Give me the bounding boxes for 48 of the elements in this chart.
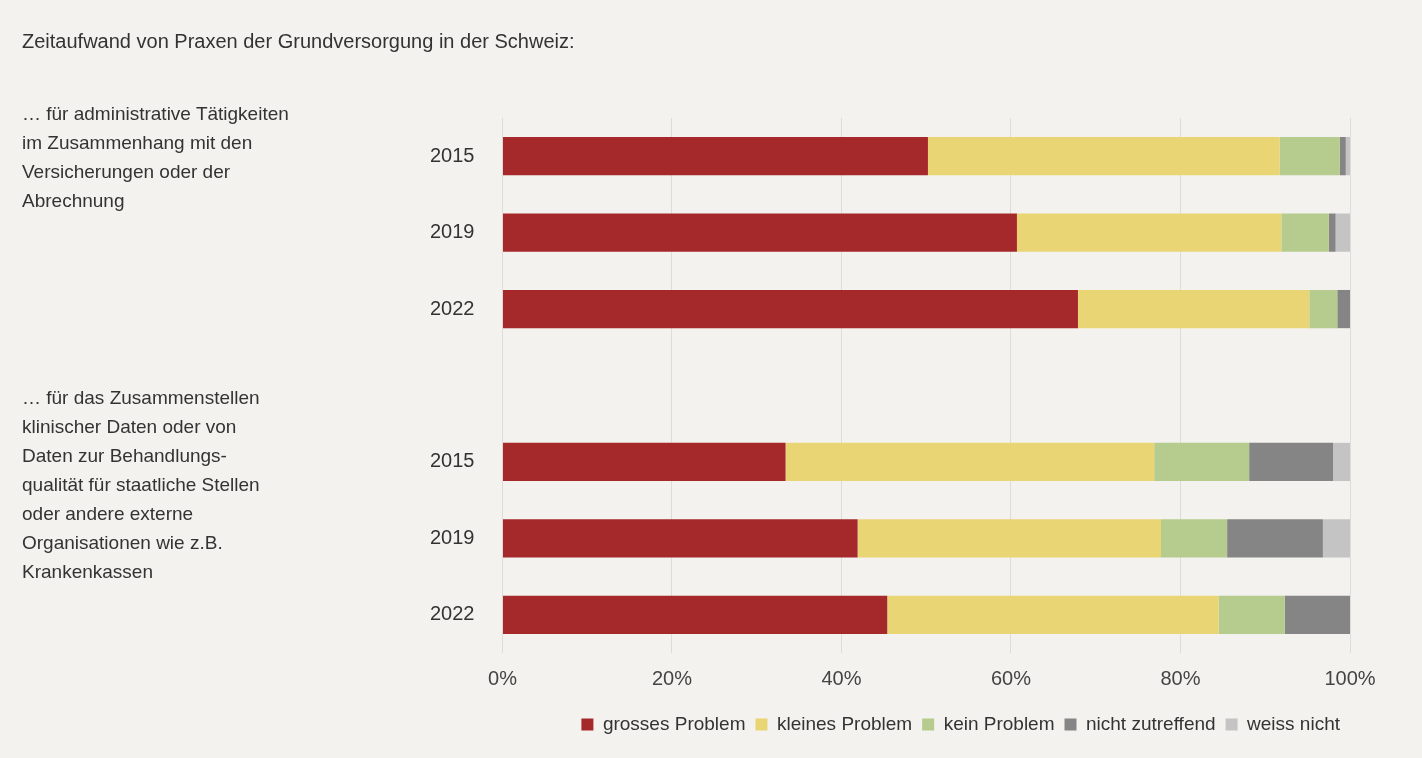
- bar: [857, 519, 1162, 558]
- bar: [1227, 519, 1323, 558]
- bar: [1322, 519, 1350, 558]
- x-tick-label: 80%: [1160, 666, 1201, 689]
- legend-label: kein Problem: [943, 712, 1055, 734]
- bar: [502, 519, 858, 558]
- legend-label: kleines Problem: [776, 712, 913, 734]
- text: Zeitaufwand von Praxen der Grundversorgung in der Schweiz:: [22, 30, 575, 53]
- x-tick-label: 20%: [651, 666, 693, 689]
- x-tick-label: 0%: [488, 666, 518, 689]
- text: … für administrative Tätigkeiten im Zusammenhang mit den Versicherungen oder der Abrechnung: [22, 102, 289, 213]
- bar: [1309, 289, 1338, 329]
- y-tick-label: 2015: [429, 143, 475, 166]
- bar: [1077, 289, 1310, 329]
- bar: [1337, 289, 1350, 329]
- bar: [1333, 442, 1350, 482]
- bar: [502, 442, 786, 482]
- y-tick-label: 2022: [429, 296, 475, 319]
- bar: [1154, 442, 1250, 482]
- bar: [887, 595, 1219, 634]
- x-tick-label: 100%: [1324, 666, 1376, 689]
- bar: [1335, 213, 1350, 252]
- y-tick-label: 2019: [429, 220, 475, 243]
- bar: [502, 289, 1078, 329]
- y-tick-label: 2022: [429, 602, 475, 625]
- bar: [1016, 213, 1282, 252]
- bar: [1281, 213, 1329, 252]
- text: … für das Zusammenstellen klinischer Daten oder von Daten zur Behandlungs- qualität für staatliche Stellen oder andere externe Organisationen wie z.B. Krankenkassen: [22, 386, 260, 584]
- bar: [927, 137, 1280, 176]
- x-tick-label: 40%: [821, 666, 862, 689]
- bar: [785, 442, 1155, 482]
- legend-label: grosses Problem: [602, 712, 746, 734]
- bar: [502, 137, 928, 176]
- x-tick-label: 60%: [990, 666, 1032, 689]
- bar: [1279, 137, 1340, 176]
- y-tick-label: 2015: [429, 449, 475, 472]
- legend-label: nicht zutreffend: [1086, 712, 1216, 734]
- bar: [1328, 213, 1336, 252]
- y-tick-label: 2019: [429, 525, 475, 548]
- bar: [1249, 442, 1334, 482]
- bar: [502, 595, 888, 634]
- legend-label: weiss nicht: [1246, 712, 1341, 734]
- bar: [1284, 595, 1350, 634]
- bar: [1218, 595, 1285, 634]
- bar: [1339, 137, 1346, 176]
- bar: [1161, 519, 1228, 558]
- bar: [502, 213, 1017, 252]
- bar: [1345, 137, 1350, 176]
